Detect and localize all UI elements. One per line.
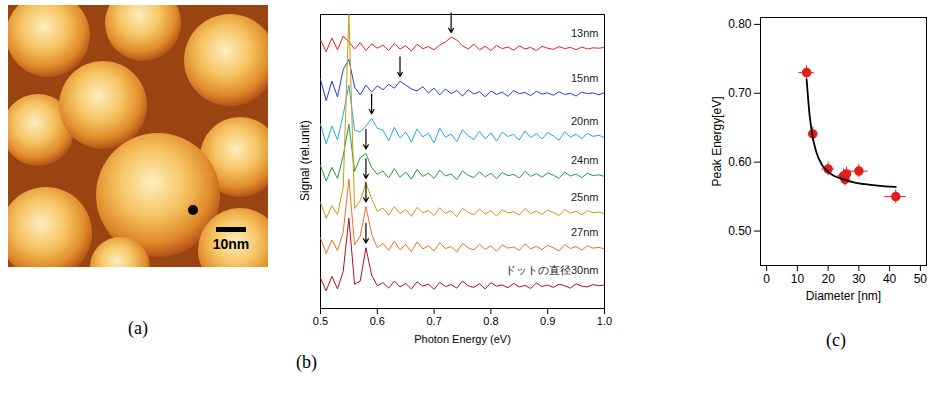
svg-text:0.8: 0.8 — [483, 315, 498, 327]
svg-text:0.70: 0.70 — [728, 86, 752, 100]
svg-text:0.9: 0.9 — [540, 315, 555, 327]
svg-text:50: 50 — [914, 272, 928, 286]
svg-text:0: 0 — [763, 272, 770, 286]
svg-text:0.80: 0.80 — [728, 17, 752, 31]
svg-text:25nm: 25nm — [571, 191, 599, 203]
svg-text:0.5: 0.5 — [313, 315, 328, 327]
svg-text:20nm: 20nm — [571, 115, 599, 127]
svg-text:Photon Energy (eV): Photon Energy (eV) — [414, 333, 511, 345]
svg-text:10nm: 10nm — [213, 236, 250, 252]
html-text:(c): (c) — [826, 330, 846, 350]
svg-text:30: 30 — [852, 272, 866, 286]
svg-text:0.7: 0.7 — [426, 315, 441, 327]
svg-text:0.60: 0.60 — [728, 155, 752, 169]
svg-text:Peak Energy[eV]: Peak Energy[eV] — [710, 96, 724, 186]
svg-text:ドットの直径30nm: ドットの直径30nm — [505, 264, 599, 276]
html-text:Signal (rel.unit): Signal (rel.unit) — [298, 120, 312, 202]
svg-text:40: 40 — [883, 272, 897, 286]
svg-text:0.50: 0.50 — [728, 224, 752, 238]
html-text:(a): (a) — [128, 318, 148, 338]
svg-text:0.6: 0.6 — [370, 315, 385, 327]
svg-text:24nm: 24nm — [571, 154, 599, 166]
svg-text:1.0: 1.0 — [597, 315, 612, 327]
svg-text:15nm: 15nm — [571, 72, 599, 84]
svg-text:10: 10 — [791, 272, 805, 286]
svg-text:13nm: 13nm — [571, 27, 599, 39]
svg-text:20: 20 — [821, 272, 835, 286]
html-text:(b): (b) — [296, 352, 317, 372]
svg-text:27nm: 27nm — [571, 226, 599, 238]
svg-text:Diameter [nm]: Diameter [nm] — [806, 289, 881, 303]
